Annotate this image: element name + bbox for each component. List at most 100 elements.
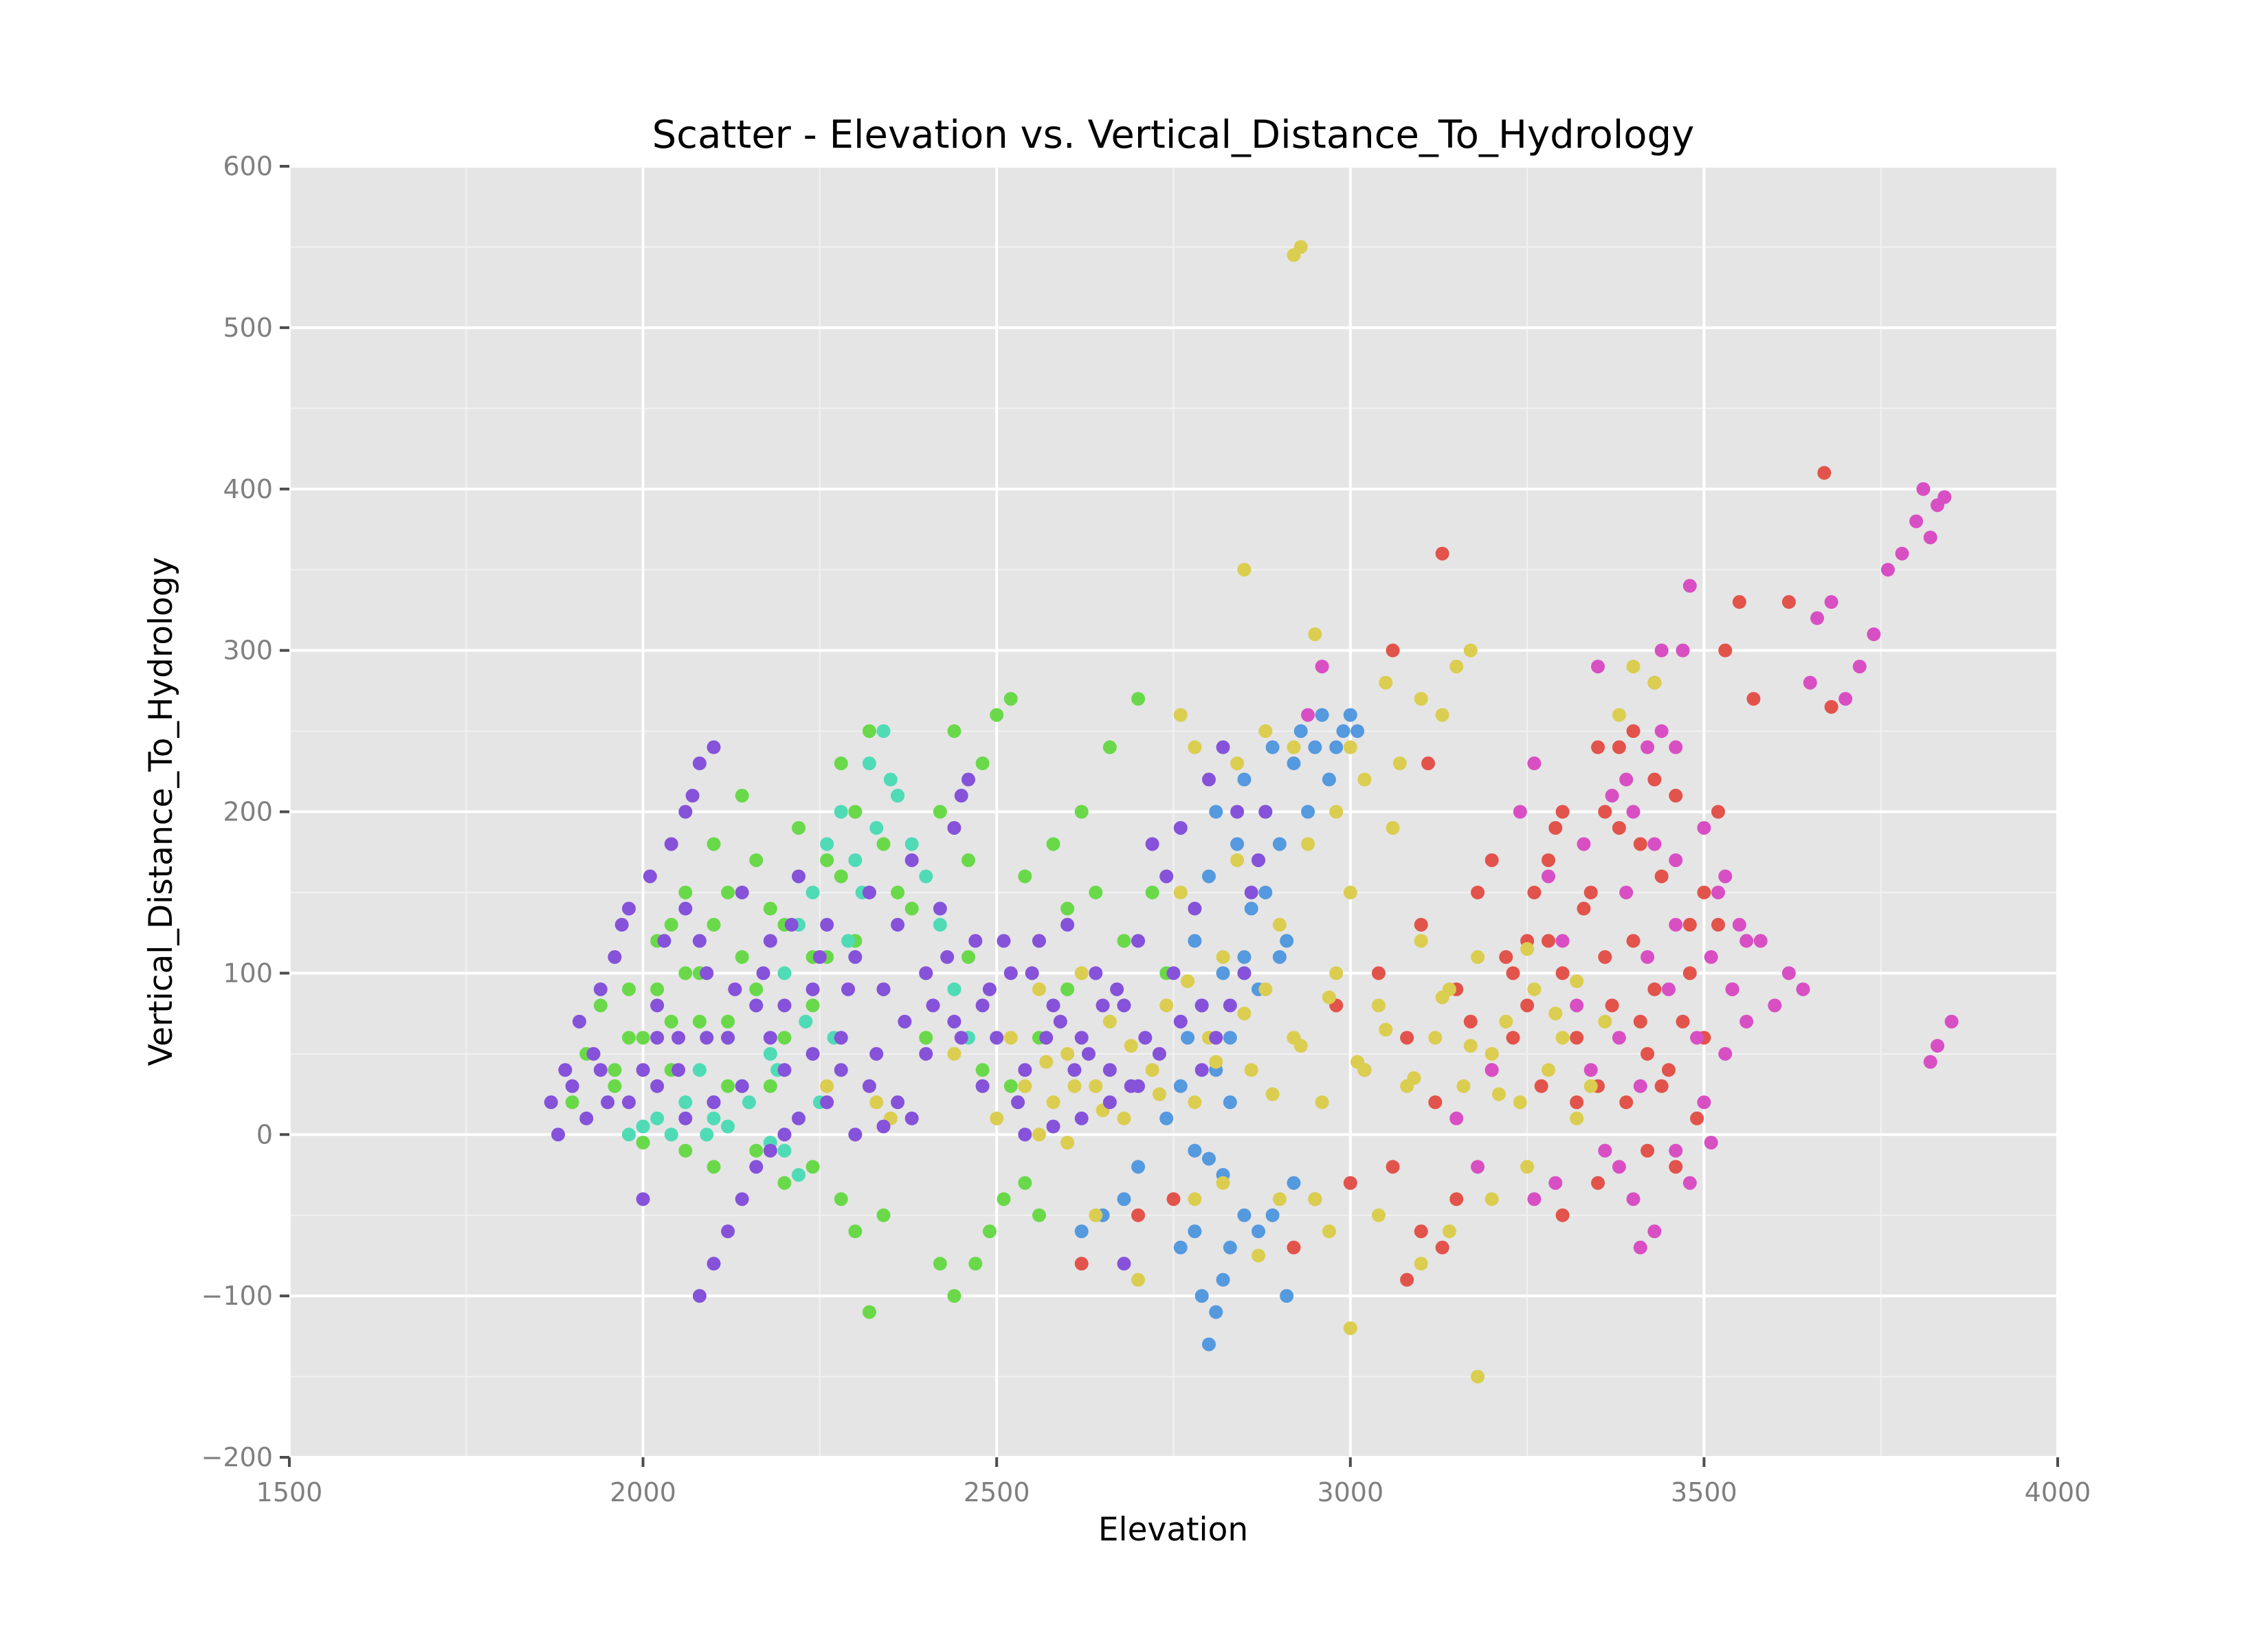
data-point [1682, 579, 1697, 593]
data-point [1386, 820, 1400, 835]
data-point [1060, 901, 1075, 916]
data-point [608, 1079, 622, 1093]
data-point [1060, 1135, 1075, 1149]
data-point [1485, 1063, 1499, 1077]
data-point [636, 1063, 650, 1077]
data-point [1230, 853, 1245, 867]
data-point [1074, 805, 1089, 819]
data-point [1676, 643, 1690, 658]
data-point [777, 1176, 792, 1190]
data-point [1102, 740, 1117, 754]
data-point [1711, 917, 1725, 932]
x-tick-label: 4000 [2025, 1477, 2091, 1507]
data-point [1513, 1095, 1527, 1110]
data-point [1287, 740, 1301, 754]
data-point [1201, 772, 1216, 787]
data-point [622, 901, 636, 916]
y-tick-label: −100 [201, 1281, 273, 1311]
data-point [1258, 885, 1273, 899]
data-point [1293, 724, 1308, 739]
data-point [1916, 482, 1931, 496]
data-point [678, 885, 693, 899]
data-point [1768, 998, 1782, 1013]
data-point [975, 1079, 990, 1093]
data-point [1626, 1192, 1641, 1207]
data-point [975, 998, 990, 1013]
data-point [692, 934, 707, 948]
data-point [947, 1014, 961, 1029]
data-point [1074, 1031, 1089, 1045]
data-point [1485, 1192, 1499, 1207]
data-point [1329, 805, 1344, 819]
data-point [1803, 675, 1817, 690]
data-point [1456, 1079, 1471, 1093]
data-point [671, 1063, 686, 1077]
data-point [1371, 998, 1386, 1013]
data-point [1081, 1046, 1096, 1061]
data-point [777, 1143, 792, 1158]
data-point [1591, 740, 1605, 754]
data-point [1131, 692, 1146, 706]
data-point [700, 966, 714, 980]
data-point [1746, 692, 1761, 706]
data-point [1626, 805, 1641, 819]
data-point [1449, 1111, 1464, 1125]
data-point [1308, 1192, 1322, 1207]
data-point [904, 901, 919, 916]
data-point [990, 1031, 1004, 1045]
data-point [848, 1224, 863, 1239]
data-point [1392, 756, 1407, 771]
chart-title: Scatter - Elevation vs. Vertical_Distanc… [652, 113, 1694, 157]
data-point [622, 1128, 636, 1142]
data-point [1541, 853, 1555, 867]
data-point [1931, 1039, 1945, 1053]
data-point [1188, 740, 1202, 754]
data-point [1506, 966, 1520, 980]
data-point [721, 1119, 735, 1134]
data-point [812, 950, 827, 964]
data-point [1237, 772, 1252, 787]
data-point [1293, 1039, 1308, 1053]
data-point [1654, 643, 1669, 658]
data-point [1669, 1143, 1683, 1158]
data-point [1669, 917, 1683, 932]
data-point [1923, 530, 1937, 545]
data-point [544, 1095, 558, 1110]
data-point [1591, 1176, 1605, 1190]
data-point [919, 1046, 933, 1061]
x-tick-label: 2500 [964, 1477, 1030, 1507]
data-point [1301, 805, 1315, 819]
data-point [707, 917, 721, 932]
data-point [954, 789, 968, 803]
data-point [1548, 1176, 1563, 1190]
data-point [834, 1063, 848, 1077]
data-point [1301, 837, 1315, 851]
data-point [650, 982, 665, 996]
data-point [1577, 837, 1591, 851]
x-tick-label: 3000 [1317, 1477, 1383, 1507]
data-point [891, 1095, 905, 1110]
data-point [1357, 772, 1372, 787]
data-point [1471, 1369, 1485, 1384]
data-point [608, 950, 622, 964]
data-point [1796, 982, 1810, 996]
data-point [1612, 820, 1626, 835]
data-point [1209, 1055, 1223, 1069]
data-point [1598, 1014, 1612, 1029]
data-point [1612, 708, 1626, 722]
data-point [1697, 885, 1711, 899]
data-point [1265, 1208, 1280, 1222]
data-point [1442, 1224, 1456, 1239]
data-point [926, 998, 940, 1013]
data-point [1159, 1111, 1174, 1125]
data-point [1032, 1208, 1046, 1222]
data-point [1506, 1031, 1520, 1045]
data-point [1555, 966, 1570, 980]
data-point [820, 1079, 834, 1093]
data-point [1555, 934, 1570, 948]
x-tick-label: 3500 [1671, 1477, 1737, 1507]
data-point [1817, 466, 1832, 480]
data-point [848, 853, 863, 867]
data-point [805, 982, 820, 996]
x-tick-label: 1500 [256, 1477, 323, 1507]
